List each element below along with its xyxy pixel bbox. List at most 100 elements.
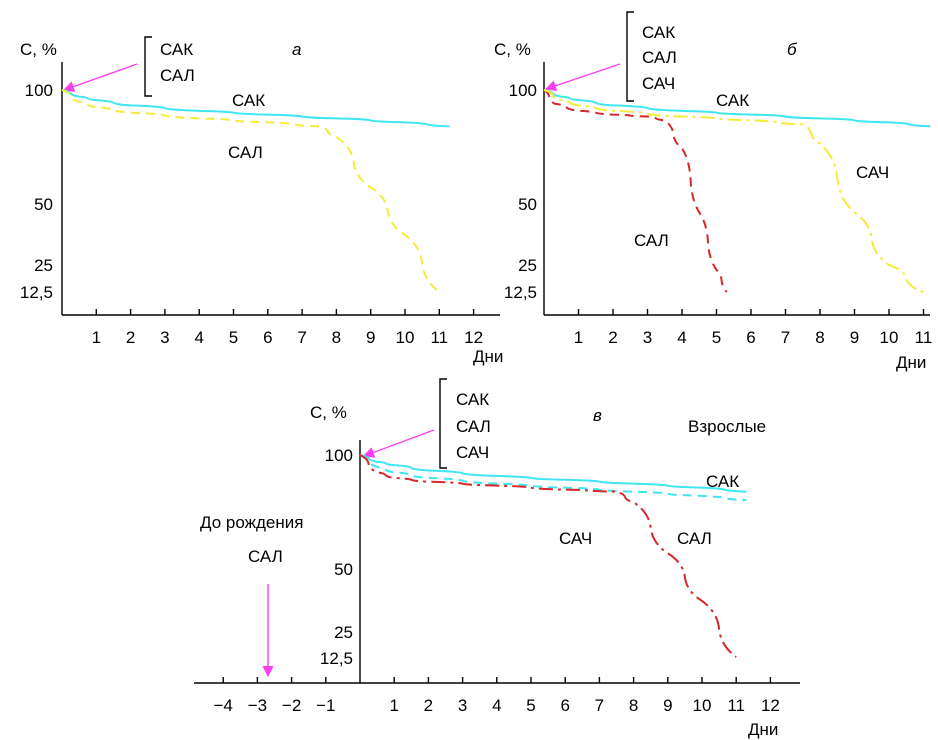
x-tick-label: −3 [248,696,267,715]
x-tick-label: 8 [332,328,341,347]
x-tick-label: 3 [458,696,467,715]
x-tick-label: 5 [229,328,238,347]
panel-c-series [359,454,747,658]
panel-c-annotation-before-birth: До рождения [200,513,303,532]
y-tick-label: 100 [325,446,353,465]
y-tick-label: 25 [334,623,353,642]
series-line-sal [543,89,728,293]
panel-c-xlabel: Дни [748,720,778,739]
panel-b-series [543,89,931,293]
series-line-sach [359,454,737,658]
y-tick-label: 25 [34,256,53,275]
panel-c-legend: САК САЛ САЧ [362,378,491,469]
x-tick-label: 10 [693,696,712,715]
panel-c-pointer-arrow [362,429,435,458]
panel-c-annotation-sal: САЛ [677,529,712,548]
panel-b-xlabel: Дни [896,353,926,372]
y-tick-label: 12,5 [504,283,537,302]
y-tick-label: 100 [509,81,537,100]
panel-a-annotation-sal: САЛ [228,143,263,162]
x-tick-label: 3 [160,328,169,347]
x-tick-label: 12 [761,696,780,715]
x-tick-label: 1 [389,696,398,715]
x-tick-label: 8 [815,328,824,347]
x-tick-label: −2 [282,696,301,715]
panel-c: С, % в САК САЛ САЧ Дни 100 50 25 12,5 −4… [194,378,800,739]
panel-c-legend-item: САЧ [456,443,489,462]
x-tick-label: 3 [643,328,652,347]
panel-c-annotation-sal-birth: САЛ [248,547,283,566]
x-tick-label: 11 [915,328,933,347]
series-line-sak [543,89,931,128]
x-tick-label: 10 [396,328,415,347]
panel-b-label: б [787,40,798,59]
y-tick-label: 25 [518,256,537,275]
x-tick-label: 4 [492,696,501,715]
panel-a-annotation-sak: САК [232,91,265,110]
series-line-sal [359,454,747,502]
x-tick-label: 10 [880,328,899,347]
panel-a-legend-item: САЛ [160,66,195,85]
panel-b-legend: САК САЛ САЧ [544,11,677,102]
x-tick-label: 6 [263,328,272,347]
panel-b-pointer-arrow [544,63,621,92]
y-tick-label: 12,5 [320,649,353,668]
x-tick-label: 4 [677,328,686,347]
x-tick-label: 5 [526,696,535,715]
x-tick-label: 9 [850,328,859,347]
y-tick-label: 50 [518,195,537,214]
panel-c-y-ticks: 100 50 25 12,5 [320,446,353,668]
x-tick-label: 11 [727,696,745,715]
panel-a-series [61,89,450,293]
panel-c-annotation-sak: САК [706,472,739,491]
panel-b-legend-item: САК [642,23,675,42]
panel-b-legend-item: САЛ [642,48,677,67]
panel-c-x-ticks: −4 −3 −2 −1 1 2 3 4 5 6 7 8 9 10 11 12 [214,677,780,715]
x-tick-label: 7 [297,328,306,347]
panel-c-ylabel: С, % [310,403,347,422]
series-line-sach [543,89,924,293]
panel-a-legend: САК САЛ [62,36,195,97]
panel-c-label: в [593,406,602,425]
panel-c-legend-item: САК [456,390,489,409]
panel-a-ylabel: С, % [20,40,57,59]
x-tick-label: 2 [424,696,433,715]
panel-b-ylabel: С, % [494,40,531,59]
series-line-sal [61,89,440,293]
x-tick-label: 12 [464,328,483,347]
x-tick-label: 9 [663,696,672,715]
x-tick-label: 1 [92,328,101,347]
x-tick-label: 1 [574,328,583,347]
series-line-sak [61,89,450,128]
x-tick-label: 7 [595,696,604,715]
panel-a-legend-item: САК [160,40,193,59]
x-tick-label: 5 [712,328,721,347]
panel-a-x-ticks: 1 2 3 4 5 6 7 8 9 10 11 12 [92,309,483,347]
x-tick-label: 2 [126,328,135,347]
y-tick-label: 50 [34,195,53,214]
panel-a-y-ticks: 100 50 25 12,5 [20,81,53,302]
panel-b-annotation-sal: САЛ [634,231,669,250]
panel-c-annotation-sach: САЧ [559,529,592,548]
series-line-sak [359,454,747,493]
panel-b-annotation-sak: САК [716,91,749,110]
panel-c-legend-item: САЛ [456,417,491,436]
panel-c-annotation-adults: Взрослые [688,417,766,436]
panel-a-pointer-arrow [62,63,138,92]
x-tick-label: 7 [781,328,790,347]
x-tick-label: 2 [608,328,617,347]
panel-b-x-ticks: 1 2 3 4 5 6 7 8 9 10 11 [574,309,933,347]
panel-b-legend-item: САЧ [642,74,675,93]
panel-a-xlabel: Дни [473,347,503,366]
x-tick-label: 11 [430,328,448,347]
y-tick-label: 50 [334,560,353,579]
panel-b-y-ticks: 100 50 25 12,5 [504,81,537,302]
x-tick-label: 6 [560,696,569,715]
y-tick-label: 12,5 [20,283,53,302]
x-tick-label: 6 [746,328,755,347]
y-tick-label: 100 [25,81,53,100]
x-tick-label: 9 [366,328,375,347]
